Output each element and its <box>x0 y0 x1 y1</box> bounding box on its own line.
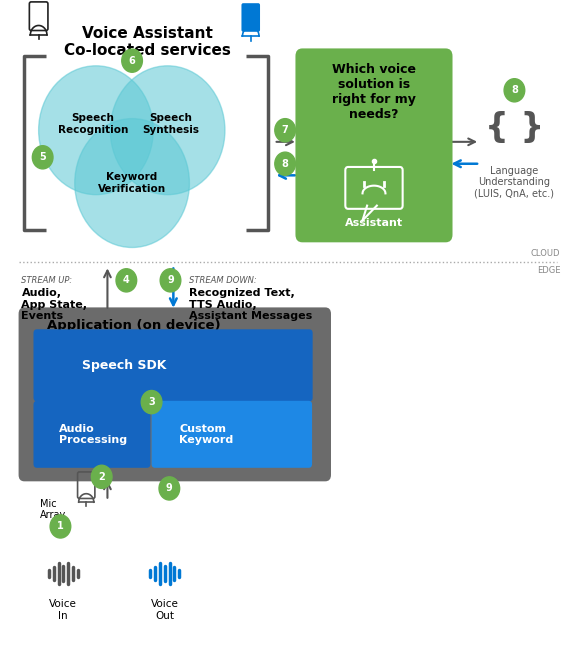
Circle shape <box>75 118 190 248</box>
Circle shape <box>110 66 225 195</box>
Text: Speech
Recognition: Speech Recognition <box>58 113 128 135</box>
Text: Audio
Processing: Audio Processing <box>59 424 127 445</box>
Text: 5: 5 <box>39 152 46 162</box>
Text: EDGE: EDGE <box>537 265 560 274</box>
Text: Recognized Text,
TTS Audio,
Assistant Messages: Recognized Text, TTS Audio, Assistant Me… <box>190 288 313 322</box>
FancyBboxPatch shape <box>18 307 331 481</box>
Text: Application (on device): Application (on device) <box>47 319 221 332</box>
Text: 4: 4 <box>123 276 130 285</box>
Text: 8: 8 <box>282 159 289 169</box>
Text: Speech SDK: Speech SDK <box>82 359 166 372</box>
Text: Speech
Synthesis: Speech Synthesis <box>142 113 199 135</box>
Text: Voice
In: Voice In <box>50 599 77 621</box>
Text: STREAM DOWN:: STREAM DOWN: <box>190 276 257 285</box>
FancyBboxPatch shape <box>241 3 260 32</box>
Text: 6: 6 <box>128 56 135 65</box>
Circle shape <box>39 66 153 195</box>
FancyBboxPatch shape <box>33 400 150 468</box>
Circle shape <box>159 477 180 500</box>
Circle shape <box>160 269 181 292</box>
Text: 9: 9 <box>166 483 173 494</box>
Text: 1: 1 <box>57 521 64 531</box>
Circle shape <box>122 49 142 72</box>
Text: 7: 7 <box>282 126 289 135</box>
Text: Keyword
Verification: Keyword Verification <box>98 172 166 194</box>
Circle shape <box>141 391 162 413</box>
Text: 8: 8 <box>511 85 518 95</box>
Text: Custom
Keyword: Custom Keyword <box>179 424 233 445</box>
FancyBboxPatch shape <box>295 49 453 243</box>
Circle shape <box>275 118 295 142</box>
Circle shape <box>504 79 525 102</box>
Circle shape <box>50 515 71 538</box>
Text: Audio,
App State,
Events: Audio, App State, Events <box>21 288 88 322</box>
Text: 9: 9 <box>167 276 174 285</box>
Text: CLOUD: CLOUD <box>530 249 560 258</box>
Text: 2: 2 <box>98 472 105 482</box>
Circle shape <box>92 465 112 488</box>
Text: Voice Assistant
Co-located services: Voice Assistant Co-located services <box>64 26 231 58</box>
Text: Voice
Out: Voice Out <box>151 599 179 621</box>
Circle shape <box>275 152 295 175</box>
Text: STREAM UP:: STREAM UP: <box>21 276 73 285</box>
Text: 3: 3 <box>148 397 155 407</box>
Text: Mic
Array: Mic Array <box>40 499 67 520</box>
Text: { }: { } <box>485 111 544 144</box>
Text: Language
Understanding
(LUIS, QnA, etc.): Language Understanding (LUIS, QnA, etc.) <box>475 166 555 199</box>
Circle shape <box>32 146 53 169</box>
Text: Which voice
solution is
right for my
needs?: Which voice solution is right for my nee… <box>332 63 416 120</box>
FancyBboxPatch shape <box>151 400 312 468</box>
Circle shape <box>116 269 137 292</box>
Polygon shape <box>362 206 377 221</box>
Text: Assistant: Assistant <box>345 218 403 228</box>
FancyBboxPatch shape <box>33 329 313 401</box>
